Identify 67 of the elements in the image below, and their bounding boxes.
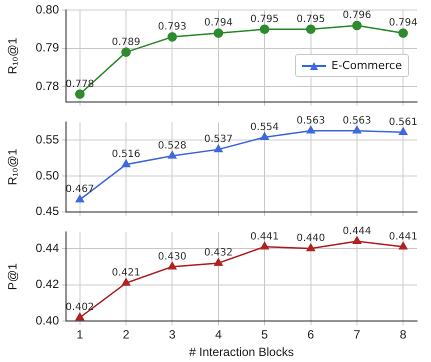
point bbox=[214, 144, 223, 152]
point bbox=[306, 244, 315, 252]
data-label: 0.795 bbox=[296, 14, 326, 25]
point bbox=[306, 24, 316, 34]
y-tick-label: 0.80 bbox=[36, 2, 60, 17]
data-label: 0.421 bbox=[112, 268, 140, 279]
data-label: 0.537 bbox=[204, 134, 233, 146]
point bbox=[76, 312, 84, 320]
y-tick-label: 0.45 bbox=[36, 204, 60, 218]
y-tick-label: 0.44 bbox=[36, 240, 60, 255]
data-label: 0.516 bbox=[112, 149, 140, 160]
x-tick-label: 3 bbox=[168, 328, 176, 342]
y-axis-title: P@1 bbox=[6, 262, 20, 290]
point bbox=[260, 132, 269, 140]
point bbox=[398, 242, 408, 250]
data-label: 0.794 bbox=[388, 18, 418, 29]
point bbox=[260, 24, 270, 34]
point bbox=[214, 28, 224, 38]
data-label: 0.528 bbox=[158, 140, 187, 152]
legend-label: E-Commerce bbox=[331, 59, 402, 72]
point bbox=[75, 89, 85, 99]
y-tick-label: 0.55 bbox=[36, 132, 60, 146]
data-label: 0.563 bbox=[296, 115, 326, 126]
data-label: 0.793 bbox=[158, 22, 187, 33]
y-tick-label: 0.50 bbox=[36, 168, 60, 182]
y-axis-title: R₁₀@1 bbox=[6, 148, 20, 186]
point bbox=[214, 258, 223, 266]
data-label: 0.440 bbox=[296, 233, 326, 244]
y-tick-label: 0.42 bbox=[36, 277, 60, 292]
y-tick-label: 0.40 bbox=[36, 314, 60, 328]
y-tick-label: 0.78 bbox=[36, 78, 60, 93]
data-label: 0.795 bbox=[250, 14, 279, 25]
data-label: 0.789 bbox=[112, 36, 140, 48]
point bbox=[76, 194, 84, 202]
point bbox=[122, 278, 130, 286]
data-label: 0.430 bbox=[158, 251, 187, 262]
point bbox=[168, 151, 176, 159]
point bbox=[398, 127, 408, 135]
point bbox=[122, 160, 130, 168]
data-label: 0.563 bbox=[342, 115, 372, 126]
data-label: 0.796 bbox=[342, 10, 372, 22]
point bbox=[121, 47, 131, 57]
x-tick-label: 6 bbox=[307, 328, 314, 342]
x-tick-label: 7 bbox=[354, 328, 361, 342]
x-tick-label: 1 bbox=[76, 328, 84, 342]
data-label: 0.554 bbox=[250, 122, 279, 133]
x-tick-label: 8 bbox=[400, 328, 407, 342]
point bbox=[352, 126, 362, 134]
data-label: 0.561 bbox=[388, 116, 418, 128]
point bbox=[167, 32, 177, 42]
point bbox=[260, 242, 269, 250]
x-axis-title: # Interaction Blocks bbox=[189, 345, 294, 360]
point bbox=[352, 236, 362, 244]
x-tick-label: 4 bbox=[215, 328, 222, 342]
x-tick-label: 5 bbox=[261, 328, 268, 342]
data-label: 0.444 bbox=[342, 226, 372, 237]
x-tick-label: 2 bbox=[122, 328, 130, 342]
data-label: 0.441 bbox=[388, 231, 418, 242]
point bbox=[398, 28, 408, 38]
data-label: 0.794 bbox=[204, 18, 233, 29]
point bbox=[352, 20, 362, 30]
data-label: 0.432 bbox=[204, 248, 233, 259]
y-axis-title: R₁₀@1 bbox=[6, 37, 20, 74]
point bbox=[306, 126, 315, 134]
data-label: 0.441 bbox=[250, 231, 279, 242]
point bbox=[168, 262, 176, 270]
y-tick-label: 0.79 bbox=[36, 40, 60, 55]
